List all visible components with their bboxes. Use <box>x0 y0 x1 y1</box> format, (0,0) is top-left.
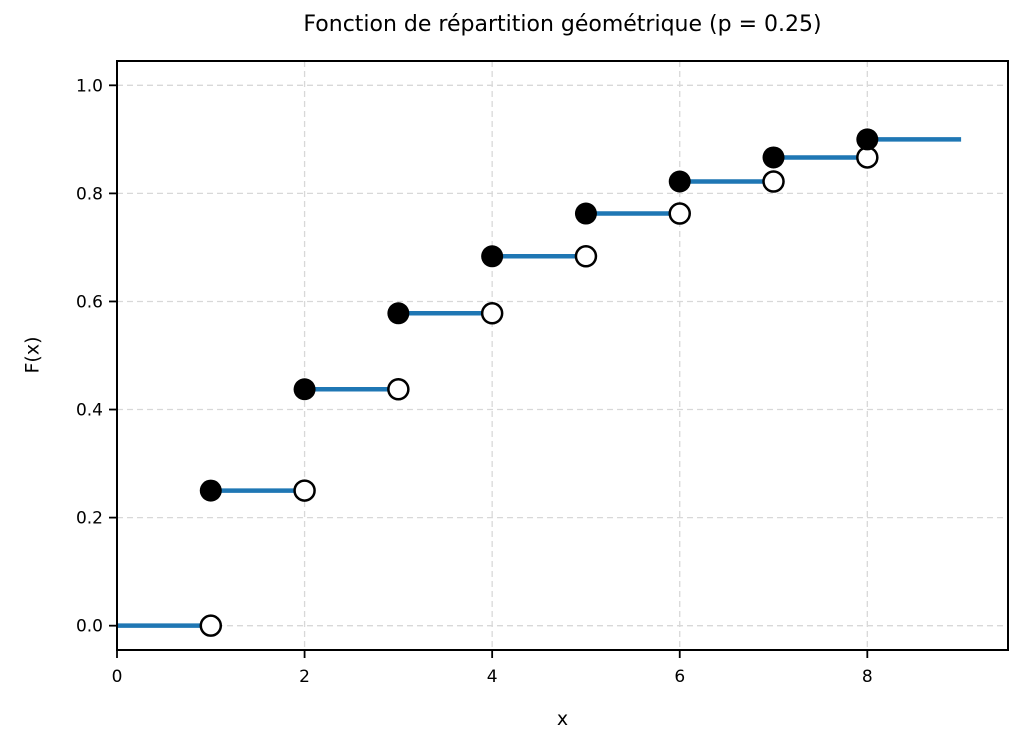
x-tick-label: 2 <box>299 667 310 687</box>
y-tick-label: 1.0 <box>76 76 103 96</box>
open-endpoint-marker <box>387 378 410 401</box>
y-axis-label: F(x) <box>21 336 44 374</box>
y-tick-label: 0.8 <box>76 184 103 204</box>
closed-endpoint-marker <box>762 146 785 169</box>
open-endpoint-marker <box>574 245 598 268</box>
open-endpoint-marker <box>668 202 691 225</box>
y-tick-label: 0.4 <box>76 401 103 421</box>
axes-spines <box>116 60 1009 651</box>
closed-endpoint-marker <box>387 302 410 325</box>
x-tick-label: 4 <box>487 667 498 687</box>
open-endpoint-marker <box>762 170 785 193</box>
closed-endpoint-marker <box>668 170 691 193</box>
chart-title: Fonction de répartition géométrique (p =… <box>303 12 822 37</box>
y-tick-label: 0.0 <box>76 617 103 637</box>
open-endpoint-marker <box>480 302 504 325</box>
open-endpoint-marker <box>856 146 879 169</box>
closed-endpoint-marker <box>293 378 316 401</box>
x-tick-label: 8 <box>862 667 873 687</box>
closed-endpoint-marker <box>574 202 597 225</box>
open-endpoint-marker <box>293 479 316 502</box>
open-endpoint-marker <box>199 614 223 637</box>
closed-endpoint-marker <box>856 128 879 151</box>
x-tick-label: 0 <box>112 667 123 687</box>
closed-endpoint-marker <box>199 479 222 502</box>
y-tick-label: 0.6 <box>76 292 103 312</box>
closed-endpoint-marker <box>481 245 504 268</box>
x-axis-label: x <box>556 708 569 730</box>
x-tick-label: 6 <box>674 667 685 687</box>
y-tick-label: 0.2 <box>76 509 103 529</box>
